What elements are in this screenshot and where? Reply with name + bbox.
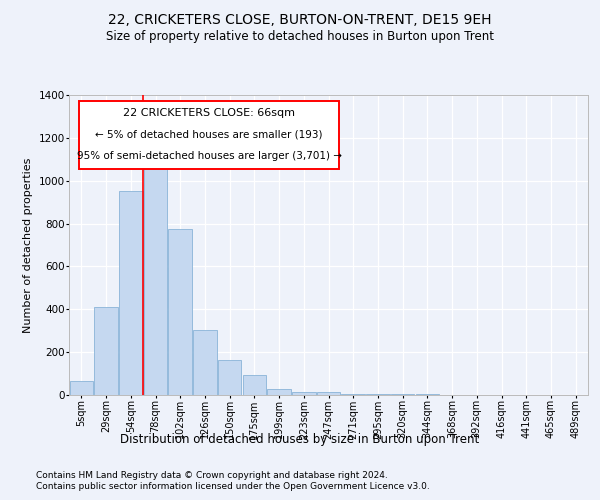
Bar — [144, 160, 167, 395]
Bar — [391, 394, 415, 395]
Text: Contains HM Land Registry data © Crown copyright and database right 2024.: Contains HM Land Registry data © Crown c… — [36, 471, 388, 480]
Y-axis label: Number of detached properties: Number of detached properties — [23, 158, 33, 332]
Text: 22 CRICKETERS CLOSE: 66sqm: 22 CRICKETERS CLOSE: 66sqm — [123, 108, 295, 118]
Text: Distribution of detached houses by size in Burton upon Trent: Distribution of detached houses by size … — [121, 432, 479, 446]
Bar — [193, 330, 217, 395]
Text: Contains public sector information licensed under the Open Government Licence v3: Contains public sector information licen… — [36, 482, 430, 491]
Bar — [70, 381, 93, 395]
Bar — [242, 374, 266, 395]
Bar — [268, 388, 291, 395]
Text: ← 5% of detached houses are smaller (193): ← 5% of detached houses are smaller (193… — [95, 130, 323, 140]
Bar — [94, 307, 118, 395]
Bar — [119, 192, 143, 395]
Text: 22, CRICKETERS CLOSE, BURTON-ON-TRENT, DE15 9EH: 22, CRICKETERS CLOSE, BURTON-ON-TRENT, D… — [108, 12, 492, 26]
Bar — [341, 394, 365, 395]
Bar — [292, 392, 316, 395]
FancyBboxPatch shape — [79, 101, 339, 168]
Bar — [317, 392, 340, 395]
Text: 95% of semi-detached houses are larger (3,701) →: 95% of semi-detached houses are larger (… — [77, 152, 341, 162]
Text: Size of property relative to detached houses in Burton upon Trent: Size of property relative to detached ho… — [106, 30, 494, 43]
Bar — [366, 394, 389, 395]
Bar — [169, 229, 192, 395]
Bar — [218, 360, 241, 395]
Bar — [416, 394, 439, 395]
